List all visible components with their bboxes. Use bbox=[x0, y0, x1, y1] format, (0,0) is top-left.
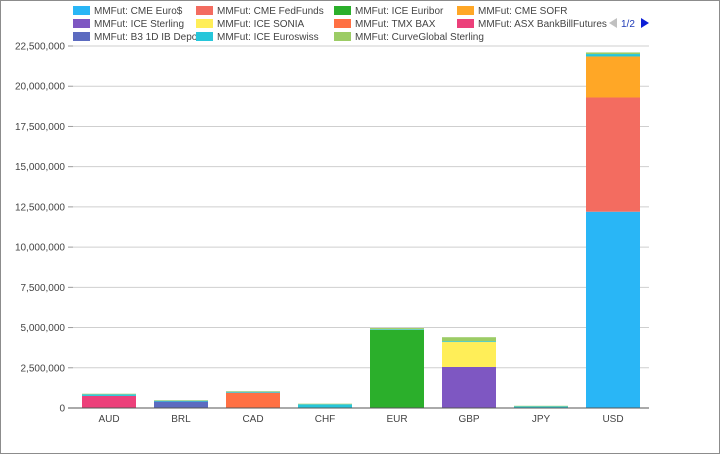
legend-swatch bbox=[196, 19, 213, 28]
legend-swatch bbox=[334, 32, 351, 41]
legend-label: MMFut: CME FedFunds bbox=[217, 6, 324, 17]
bar-usd-mmfut-curveglobal-sterling[interactable] bbox=[586, 52, 640, 55]
bar-stack-jpy bbox=[514, 405, 568, 408]
bar-usd-mmfut-cme-fedfunds[interactable] bbox=[586, 97, 640, 212]
bar-eur-mmfut-ice-euribor[interactable] bbox=[370, 329, 424, 408]
y-tick-label: 20,000,000 bbox=[15, 82, 65, 93]
y-tick-label: 12,500,000 bbox=[15, 202, 65, 213]
bars bbox=[82, 52, 640, 408]
bar-brl-mmfut-ice-euroswiss[interactable] bbox=[154, 400, 208, 402]
legend-label: MMFut: ICE Sterling bbox=[94, 19, 184, 30]
bar-stack-gbp bbox=[442, 337, 496, 408]
x-axis: AUD BRL CAD CHF EUR GBP JPY USD bbox=[68, 407, 649, 425]
legend-swatch bbox=[334, 19, 351, 28]
bar-usd-mmfut-cme-euro[interactable] bbox=[586, 211, 640, 408]
bar-chf-mmfut-curveglobal-sterling[interactable] bbox=[298, 403, 352, 405]
legend-label: MMFut: ICE SONIA bbox=[217, 19, 305, 30]
legend-label: MMFut: CME Euro$ bbox=[94, 6, 183, 17]
bar-stack-eur bbox=[370, 328, 424, 408]
bar-eur-mmfut-curveglobal-sterling[interactable] bbox=[370, 328, 424, 330]
bar-brl-mmfut-b3-1d-ib-deposit[interactable] bbox=[154, 401, 208, 408]
bar-cad-mmfut-ice-euroswiss[interactable] bbox=[226, 391, 280, 393]
y-tick-label: 7,500,000 bbox=[21, 283, 66, 294]
bar-aud-mmfut-asx-bankbillfutures[interactable] bbox=[82, 395, 136, 408]
x-tick-label: AUD bbox=[98, 414, 119, 425]
triangle-right-icon[interactable] bbox=[641, 18, 649, 28]
legend-swatch bbox=[196, 6, 213, 15]
bar-cad-mmfut-tmx-bax[interactable] bbox=[226, 392, 280, 408]
legend-swatch bbox=[457, 6, 474, 15]
y-tick-label: 0 bbox=[59, 404, 65, 415]
legend-item-mmfut-cme-sofr[interactable]: MMFut: CME SOFR bbox=[457, 6, 567, 17]
bar-stack-brl bbox=[154, 400, 208, 408]
legend: MMFut: CME Euro$ MMFut: CME FedFunds MMFut… bbox=[73, 6, 607, 43]
legend-label: MMFut: B3 1D IB Deposit bbox=[94, 32, 208, 43]
bar-gbp-mmfut-curveglobal-sterling[interactable] bbox=[442, 337, 496, 342]
bar-stack-usd bbox=[586, 52, 640, 408]
y-tick-label: 17,500,000 bbox=[15, 122, 65, 133]
bar-aud-mmfut-curveglobal-sterling[interactable] bbox=[82, 393, 136, 395]
x-tick-label: JPY bbox=[532, 414, 551, 425]
x-tick-label: GBP bbox=[458, 414, 479, 425]
legend-item-mmfut-cme-fedfunds[interactable]: MMFut: CME FedFunds bbox=[196, 6, 324, 17]
legend-item-mmfut-ice-sterling[interactable]: MMFut: ICE Sterling bbox=[73, 19, 184, 30]
bar-usd-mmfut-cme-sofr[interactable] bbox=[586, 56, 640, 98]
legend-label: MMFut: ICE Euroswiss bbox=[217, 32, 319, 43]
legend-swatch bbox=[73, 6, 90, 15]
legend-item-mmfut-ice-euroswiss[interactable]: MMFut: ICE Euroswiss bbox=[196, 32, 319, 43]
x-tick-label: EUR bbox=[386, 414, 407, 425]
x-tick-label: BRL bbox=[171, 414, 191, 425]
legend-item-mmfut-ice-sonia[interactable]: MMFut: ICE SONIA bbox=[196, 19, 305, 30]
y-tick-label: 2,500,000 bbox=[21, 363, 66, 374]
legend-label: MMFut: CME SOFR bbox=[478, 6, 567, 17]
bar-gbp-mmfut-ice-sterling[interactable] bbox=[442, 366, 496, 408]
legend-item-mmfut-tmx-bax[interactable]: MMFut: TMX BAX bbox=[334, 19, 436, 30]
bar-usd-mmfut-ice-euroswiss[interactable] bbox=[586, 54, 640, 57]
legend-item-mmfut-ice-euribor[interactable]: MMFut: ICE Euribor bbox=[334, 6, 444, 17]
bar-stack-chf bbox=[298, 403, 352, 408]
y-tick-label: 10,000,000 bbox=[15, 243, 65, 254]
legend-swatch bbox=[73, 19, 90, 28]
bar-jpy-mmfut-ice-euroswiss[interactable] bbox=[514, 406, 568, 408]
bar-stack-aud bbox=[82, 393, 136, 408]
legend-swatch bbox=[457, 19, 474, 28]
legend-label: MMFut: CurveGlobal Sterling bbox=[355, 32, 484, 43]
bar-cad-mmfut-curveglobal-sterling[interactable] bbox=[226, 391, 280, 392]
bar-jpy-mmfut-curveglobal-sterling[interactable] bbox=[514, 405, 568, 407]
bar-brl-mmfut-curveglobal-sterling[interactable] bbox=[154, 400, 208, 401]
x-tick-label: CAD bbox=[242, 414, 263, 425]
legend-label: MMFut: ICE Euribor bbox=[355, 6, 444, 17]
bar-eur-mmfut-ice-euroswiss[interactable] bbox=[370, 329, 424, 330]
bar-aud-mmfut-ice-euroswiss[interactable] bbox=[82, 394, 136, 396]
bar-gbp-mmfut-ice-euroswiss[interactable] bbox=[442, 341, 496, 343]
x-tick-label: USD bbox=[602, 414, 623, 425]
legend-item-mmfut-asx-bankbillfutures[interactable]: MMFut: ASX BankBillFutures bbox=[457, 19, 607, 30]
y-tick-label: 15,000,000 bbox=[15, 162, 65, 173]
legend-page-indicator: 1/2 bbox=[621, 19, 635, 30]
legend-pager[interactable]: 1/2 bbox=[609, 18, 649, 30]
y-gridlines bbox=[73, 45, 649, 369]
y-tick-label: 22,500,000 bbox=[15, 42, 65, 53]
x-tick-label: CHF bbox=[315, 414, 336, 425]
bar-gbp-mmfut-ice-sonia[interactable] bbox=[442, 342, 496, 367]
bar-chf-mmfut-ice-euroswiss[interactable] bbox=[298, 404, 352, 408]
legend-item-mmfut-b3-1d-ib-deposit[interactable]: MMFut: B3 1D IB Deposit bbox=[73, 32, 208, 43]
bar-stack-cad bbox=[226, 391, 280, 408]
triangle-left-icon[interactable] bbox=[609, 18, 617, 28]
legend-swatch bbox=[196, 32, 213, 41]
legend-item-mmfut-curveglobal-sterling[interactable]: MMFut: CurveGlobal Sterling bbox=[334, 32, 484, 43]
legend-swatch bbox=[334, 6, 351, 15]
y-axis: 0 2,500,000 5,000,000 7,500,000 10,000,000 12… bbox=[15, 42, 73, 415]
legend-item-mmfut-cme-euro[interactable]: MMFut: CME Euro$ bbox=[73, 6, 183, 17]
legend-label: MMFut: TMX BAX bbox=[355, 19, 436, 30]
legend-label: MMFut: ASX BankBillFutures bbox=[478, 19, 607, 30]
legend-swatch bbox=[73, 32, 90, 41]
y-tick-label: 5,000,000 bbox=[21, 323, 66, 334]
